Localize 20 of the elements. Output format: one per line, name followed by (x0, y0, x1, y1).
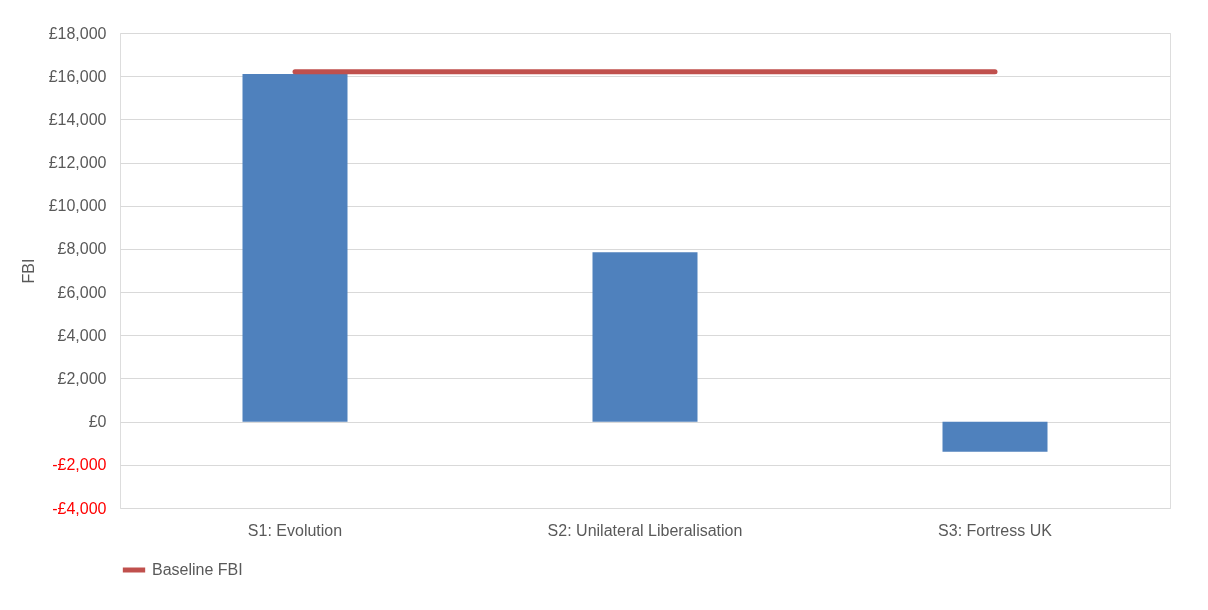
x-tick-label: S2: Unilateral Liberalisation (547, 521, 743, 539)
bar (592, 252, 698, 422)
y-tick-label: £8,000 (57, 240, 107, 258)
y-tick-label: £4,000 (57, 326, 107, 344)
y-tick-label: £0 (88, 413, 107, 431)
legend-label: Baseline FBI (152, 561, 243, 578)
x-tick-label: S1: Evolution (247, 521, 343, 539)
y-axis-title: FBI (19, 258, 37, 284)
y-tick-label: £12,000 (48, 154, 107, 172)
y-tick-label: £14,000 (48, 110, 107, 128)
y-tick-label: £6,000 (57, 283, 107, 301)
bar (942, 421, 1048, 452)
y-tick-label: £10,000 (48, 197, 107, 215)
y-tick-label: £18,000 (48, 24, 107, 42)
y-tick-label: -£4,000 (52, 499, 107, 517)
bar (242, 74, 348, 422)
y-tick-label: -£2,000 (52, 456, 107, 474)
y-tick-label: £2,000 (57, 369, 107, 387)
x-tick-label: S3: Fortress UK (938, 521, 1053, 539)
y-tick-label: £16,000 (48, 67, 107, 85)
